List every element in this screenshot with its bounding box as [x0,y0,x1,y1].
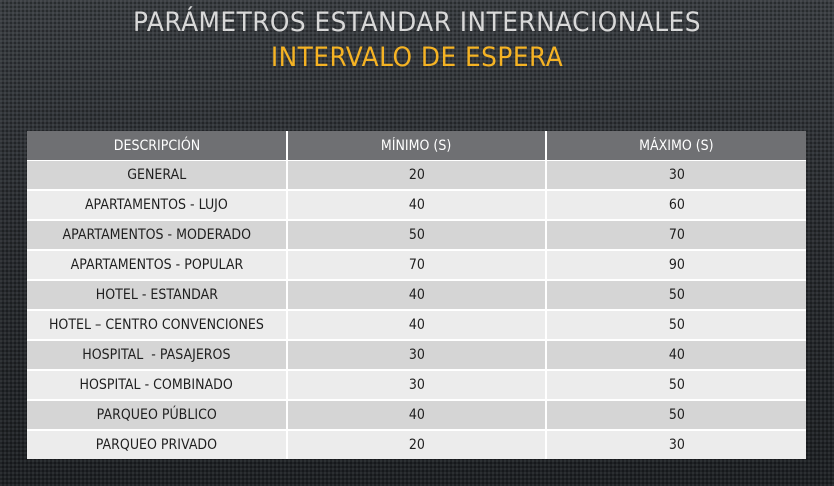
cell-minimum: 40 [287,280,547,311]
cell-minimum: 50 [287,220,547,251]
cell-minimum: 30 [287,370,547,401]
cell-text: 50 [408,227,425,243]
cell-text: 30 [408,347,425,363]
cell-text: 30 [668,437,685,453]
cell-description: HOTEL – CENTRO CONVENCIONES [27,310,288,341]
cell-maximum: 50 [546,310,806,341]
column-header-description: DESCRIPCIÓN [27,131,288,161]
cell-text: HOSPITAL - COMBINADO [79,377,234,393]
page-title: PARÁMETROS ESTANDAR INTERNACIONALES [133,7,701,38]
cell-text: GENERAL [126,167,187,183]
cell-minimum: 20 [287,160,547,191]
cell-text: 50 [668,407,685,423]
cell-text: 40 [408,407,425,423]
table-row: HOTEL – CENTRO CONVENCIONES 40 50 [27,310,806,341]
cell-description: HOSPITAL - PASAJEROS [27,340,288,371]
cell-text: 40 [408,287,425,303]
cell-maximum: 50 [546,400,806,431]
cell-text: 40 [408,197,425,213]
cell-text: HOTEL - ESTANDAR [95,287,218,303]
cell-minimum: 40 [287,400,547,431]
cell-text: APARTAMENTOS - POPULAR [70,257,243,273]
cell-description: APARTAMENTOS - LUJO [27,190,288,221]
table-header-row: DESCRIPCIÓN MÍNIMO (S) MÁXIMO (S) [27,131,806,161]
column-header-label: DESCRIPCIÓN [113,137,200,154]
cell-minimum: 40 [287,310,547,341]
table-row: GENERAL 20 30 [27,160,806,191]
table-row: APARTAMENTOS - MODERADO 50 70 [27,220,806,251]
cell-text: 90 [668,257,685,273]
cell-text: 50 [668,317,685,333]
cell-text: APARTAMENTOS - MODERADO [62,227,251,243]
cell-text: 70 [668,227,685,243]
cell-minimum: 20 [287,430,547,459]
cell-description: GENERAL [27,160,288,191]
cell-description: HOSPITAL - COMBINADO [27,370,288,401]
cell-minimum: 70 [287,250,547,281]
cell-text: 50 [668,377,685,393]
cell-description: HOTEL - ESTANDAR [27,280,288,311]
standards-table: DESCRIPCIÓN MÍNIMO (S) MÁXIMO (S) GENERA… [27,131,806,459]
cell-text: 30 [408,377,425,393]
cell-text: 50 [668,287,685,303]
table-row: HOSPITAL - COMBINADO 30 50 [27,370,806,401]
table-header: DESCRIPCIÓN MÍNIMO (S) MÁXIMO (S) [27,131,806,161]
cell-maximum: 40 [546,340,806,371]
cell-maximum: 50 [546,280,806,311]
standards-table-container: DESCRIPCIÓN MÍNIMO (S) MÁXIMO (S) GENERA… [27,131,806,459]
cell-text: HOSPITAL - PASAJEROS [82,347,231,363]
cell-maximum: 70 [546,220,806,251]
cell-description: PARQUEO PRIVADO [27,430,288,459]
cell-text: 30 [668,167,685,183]
cell-text: 40 [408,317,425,333]
cell-description: APARTAMENTOS - MODERADO [27,220,288,251]
cell-maximum: 90 [546,250,806,281]
cell-text: HOTEL – CENTRO CONVENCIONES [49,317,264,333]
cell-text: 20 [408,437,425,453]
cell-minimum: 30 [287,340,547,371]
cell-text: 40 [668,347,685,363]
cell-maximum: 60 [546,190,806,221]
column-header-label: MÁXIMO (S) [639,137,714,154]
cell-minimum: 40 [287,190,547,221]
cell-description: APARTAMENTOS - POPULAR [27,250,288,281]
table-body: GENERAL 20 30 APARTAMENTOS - LUJO 40 60 … [27,160,806,459]
table-row: APARTAMENTOS - LUJO 40 60 [27,190,806,221]
cell-text: PARQUEO PÚBLICO [96,407,217,423]
cell-maximum: 50 [546,370,806,401]
table-row: PARQUEO PRIVADO 20 30 [27,430,806,459]
table-row: HOSPITAL - PASAJEROS 30 40 [27,340,806,371]
cell-text: APARTAMENTOS - LUJO [85,197,228,213]
cell-text: PARQUEO PRIVADO [95,437,218,453]
page-subtitle: INTERVALO DE ESPERA [270,42,564,73]
column-header-maximum: MÁXIMO (S) [546,131,806,161]
cell-maximum: 30 [546,160,806,191]
cell-text: 70 [408,257,425,273]
title-block: PARÁMETROS ESTANDAR INTERNACIONALES INTE… [0,6,834,76]
cell-text: 20 [408,167,425,183]
table-row: HOTEL - ESTANDAR 40 50 [27,280,806,311]
column-header-label: MÍNIMO (S) [381,137,452,154]
cell-maximum: 30 [546,430,806,459]
table-row: PARQUEO PÚBLICO 40 50 [27,400,806,431]
column-header-minimum: MÍNIMO (S) [287,131,547,161]
cell-description: PARQUEO PÚBLICO [27,400,288,431]
cell-text: 60 [668,197,685,213]
table-row: APARTAMENTOS - POPULAR 70 90 [27,250,806,281]
